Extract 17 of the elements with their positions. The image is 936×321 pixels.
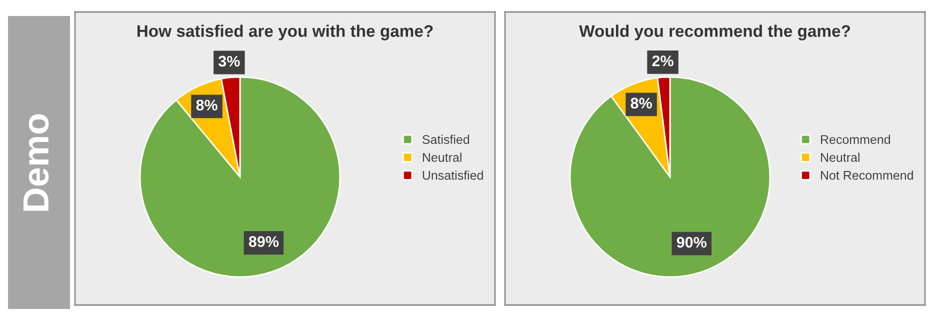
legend-label: Neutral <box>422 152 462 162</box>
legend-label: Recommend <box>820 134 890 144</box>
data-label: 89% <box>248 236 279 247</box>
legend-label: Neutral <box>820 152 860 162</box>
pie-slice <box>569 76 771 278</box>
data-label: 90% <box>676 236 707 248</box>
text: Demo <box>23 114 49 211</box>
legend-label: Satisfied <box>422 134 470 144</box>
chart-title: How satisfied are you with the game? <box>137 24 433 40</box>
legend-label: Unsatisfied <box>422 170 483 180</box>
data-label: 3% <box>218 56 240 67</box>
data-label: 8% <box>196 100 218 111</box>
pie-slice <box>139 76 341 278</box>
legend-label: Not Recommend <box>820 170 913 180</box>
data-label: 2% <box>652 56 674 66</box>
data-label: 8% <box>630 98 652 109</box>
chart-title: Would you recommend the game? <box>579 24 850 40</box>
